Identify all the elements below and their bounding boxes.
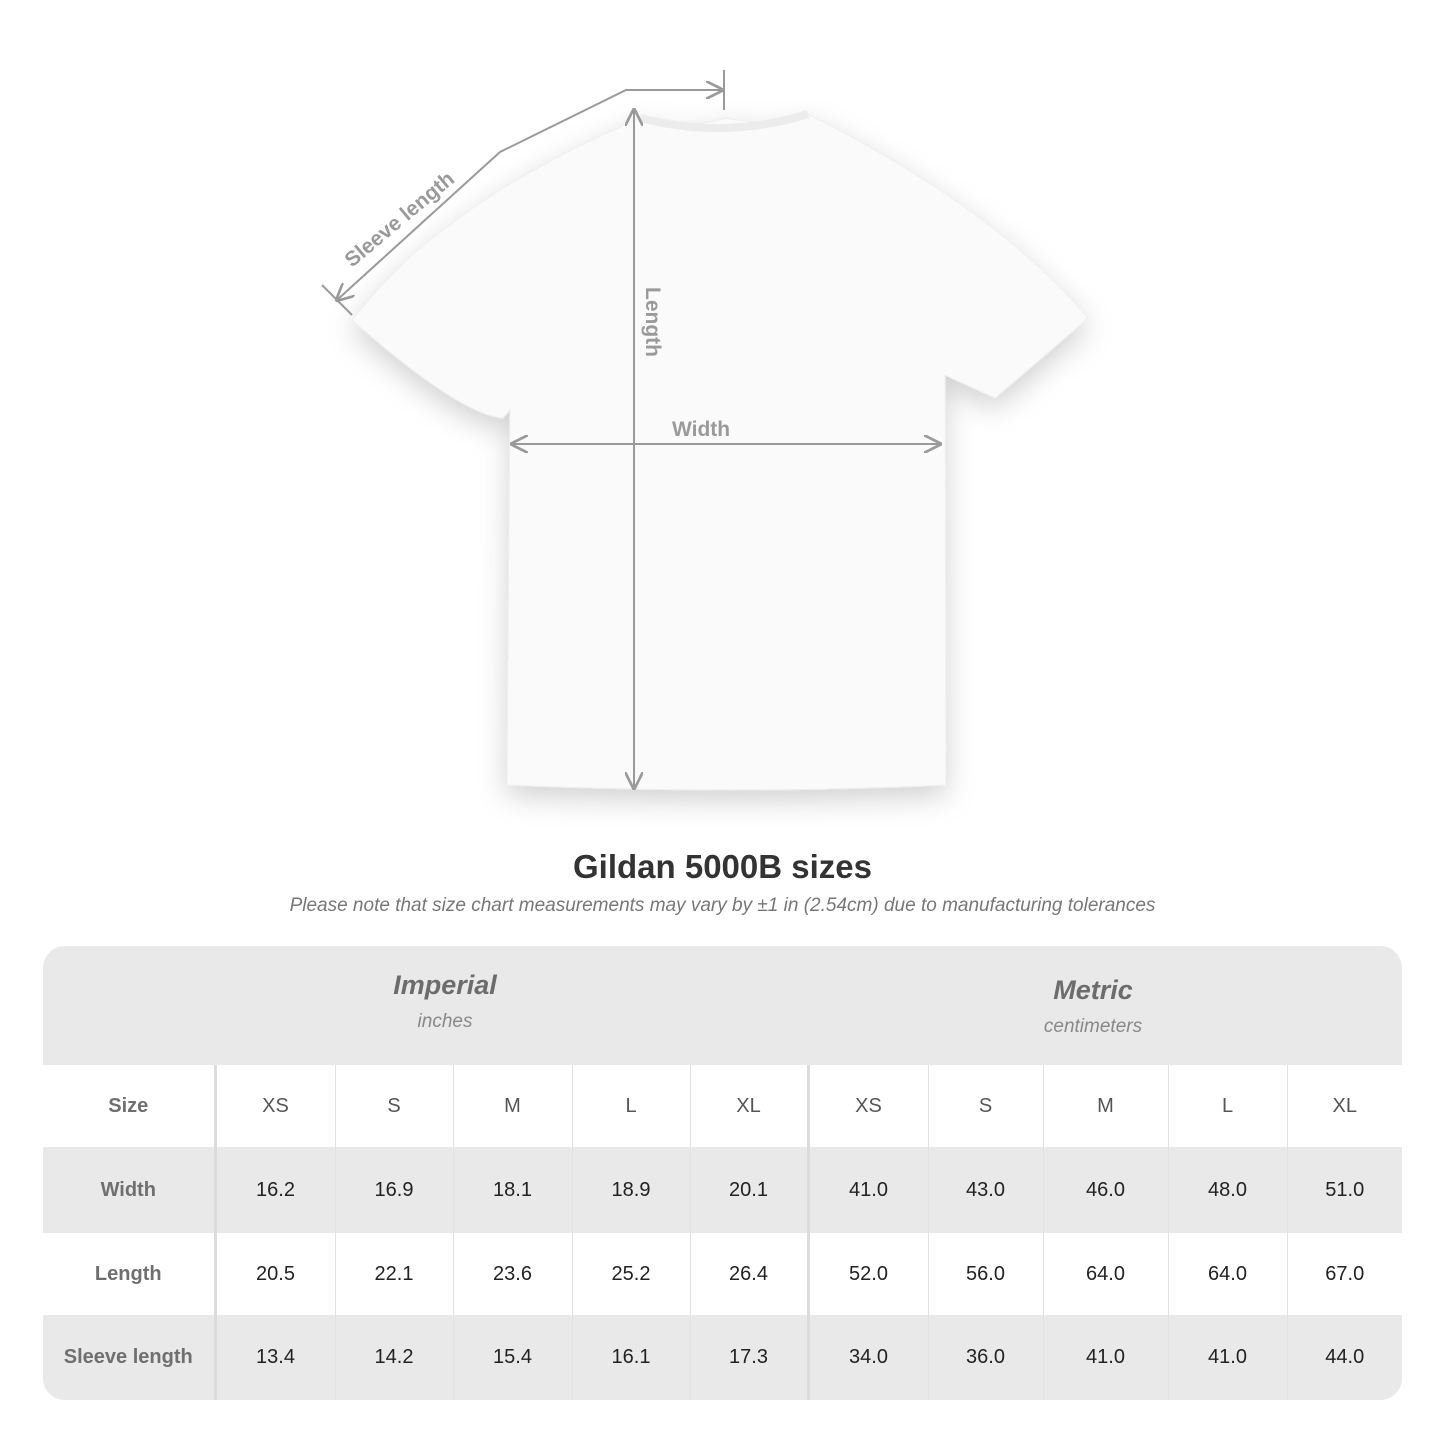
metric-header: Metric centimeters xyxy=(943,975,1243,1038)
page-title: Gildan 5000B sizes xyxy=(573,848,872,885)
table-row: Sleeve length 13.4 14.2 15.4 16.1 17.3 34.0 36.… xyxy=(43,1315,1402,1400)
imperial-cell: 13.4 xyxy=(213,1315,335,1400)
imperial-cell: 15.4 xyxy=(452,1315,572,1400)
table-row: Length 20.5 22.1 23.6 25.2 26.4 52.0 56.0 64.0 64… xyxy=(43,1233,1402,1315)
metric-cell: 41.0 xyxy=(1042,1315,1168,1400)
width-label: Width xyxy=(672,418,730,441)
metric-unit: centimeters xyxy=(1043,1016,1143,1037)
size-table-card: Imperial inches Metric centimeters Size X… xyxy=(43,946,1402,1400)
imperial-cell: 18.1 xyxy=(452,1147,572,1233)
tshirt-diagram: Sleeve length Length Width xyxy=(321,70,1089,791)
metric-cell: 44.0 xyxy=(1286,1315,1402,1400)
metric-cell: 43.0 xyxy=(927,1147,1043,1233)
imperial-cell: M xyxy=(452,1065,572,1147)
imperial-cell: S xyxy=(334,1065,453,1147)
metric-cell: 41.0 xyxy=(1167,1315,1287,1400)
metric-cell: 64.0 xyxy=(1042,1233,1168,1315)
imperial-cell: L xyxy=(571,1065,690,1147)
row-label: Sleeve length xyxy=(43,1315,215,1400)
imperial-cell: 20.5 xyxy=(213,1233,335,1315)
metric-cell: XL xyxy=(1286,1065,1402,1147)
metric-cell: 48.0 xyxy=(1167,1147,1287,1233)
size-table: Size XS S M L XL XS S M L XL Width 16.2 16.9 18.1 18.9 2… xyxy=(43,1065,1402,1400)
imperial-cell: 16.1 xyxy=(571,1315,690,1400)
metric-cell: S xyxy=(927,1065,1043,1147)
metric-cell: 46.0 xyxy=(1042,1147,1168,1233)
measurement-lines xyxy=(321,70,940,788)
metric-cell: XS xyxy=(806,1065,928,1147)
metric-cell: 67.0 xyxy=(1286,1233,1402,1315)
metric-cell: M xyxy=(1042,1065,1168,1147)
imperial-cell: 20.1 xyxy=(689,1147,808,1233)
table-header-row: Size XS S M L XL XS S M L XL xyxy=(43,1065,1402,1147)
imperial-cell: 16.9 xyxy=(334,1147,453,1233)
imperial-title: Imperial xyxy=(393,970,497,1000)
imperial-cell: 25.2 xyxy=(571,1233,690,1315)
imperial-unit: inches xyxy=(417,1011,473,1032)
metric-cell: 52.0 xyxy=(806,1233,928,1315)
table-row: Width 16.2 16.9 18.1 18.9 20.1 41.0 43.0 46.0 48.… xyxy=(43,1147,1402,1233)
imperial-cell: 17.3 xyxy=(689,1315,808,1400)
metric-cell: 36.0 xyxy=(927,1315,1043,1400)
imperial-cell: 16.2 xyxy=(213,1147,335,1233)
imperial-cell: 23.6 xyxy=(452,1233,572,1315)
length-label: Length xyxy=(641,287,664,357)
imperial-cell: 18.9 xyxy=(571,1147,690,1233)
tshirt-shape xyxy=(351,113,1089,791)
metric-title: Metric xyxy=(1053,975,1133,1005)
metric-cell: 64.0 xyxy=(1167,1233,1287,1315)
metric-cell: 51.0 xyxy=(1286,1147,1402,1233)
imperial-cell: 22.1 xyxy=(334,1233,453,1315)
row-label: Width xyxy=(43,1147,215,1233)
imperial-cell: XS xyxy=(213,1065,335,1147)
row-label: Size xyxy=(43,1065,215,1147)
imperial-header: Imperial inches xyxy=(295,970,595,1033)
metric-cell: 41.0 xyxy=(806,1147,928,1233)
metric-cell: L xyxy=(1167,1065,1287,1147)
metric-cell: 56.0 xyxy=(927,1233,1043,1315)
imperial-cell: 14.2 xyxy=(334,1315,453,1400)
row-label: Length xyxy=(43,1233,215,1315)
imperial-cell: XL xyxy=(689,1065,808,1147)
tolerance-note: Please note that size chart measurements… xyxy=(289,895,1156,916)
imperial-cell: 26.4 xyxy=(689,1233,808,1315)
metric-cell: 34.0 xyxy=(806,1315,928,1400)
